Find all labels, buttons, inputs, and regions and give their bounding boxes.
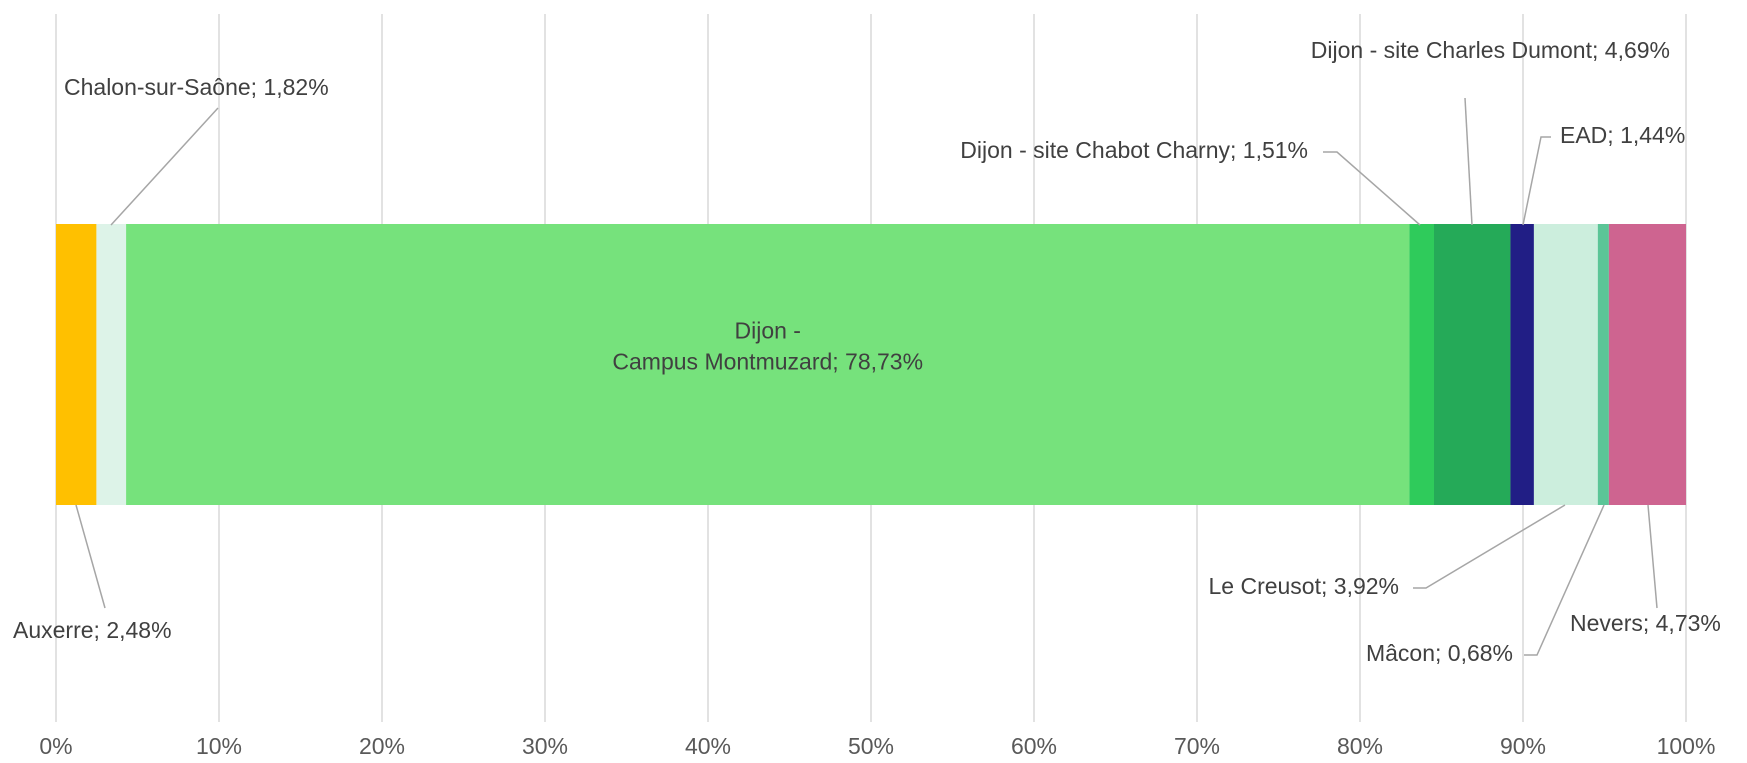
bar-segment <box>1597 224 1609 505</box>
x-tick-label: 40% <box>685 733 731 759</box>
leader-line <box>110 107 219 226</box>
data-label: Mâcon; 0,68% <box>1366 640 1513 666</box>
x-tick-label: 30% <box>522 733 568 759</box>
data-label: Le Creusot; 3,92% <box>1208 573 1399 599</box>
x-tick-label: 70% <box>1174 733 1220 759</box>
x-tick-label: 0% <box>39 733 72 759</box>
leader-line <box>75 504 106 609</box>
data-label: Auxerre; 2,48% <box>13 617 172 643</box>
bar-segment <box>1409 224 1435 505</box>
x-tick-label: 90% <box>1500 733 1546 759</box>
x-tick-label: 10% <box>196 733 242 759</box>
bar-segment <box>126 224 1410 505</box>
leader-line <box>1464 97 1473 226</box>
bar-segment <box>1510 224 1534 505</box>
data-label: Chalon-sur-Saône; 1,82% <box>64 74 329 100</box>
bar-segment <box>56 224 97 505</box>
x-tick-label: 60% <box>1011 733 1057 759</box>
x-tick-label: 50% <box>848 733 894 759</box>
data-label-line: Dijon - <box>735 318 801 344</box>
bar-segment <box>1434 224 1511 505</box>
bar-segment <box>1608 224 1686 505</box>
x-tick-label: 80% <box>1337 733 1383 759</box>
bar-segment <box>1533 224 1598 505</box>
leader-line <box>1522 136 1551 226</box>
data-label: Dijon - Campus Montmuzard; 78,73% <box>612 318 923 375</box>
data-label-line: Campus Montmuzard; 78,73% <box>612 349 923 375</box>
data-label: Dijon - site Chabot Charny; 1,51% <box>960 137 1308 163</box>
x-tick-label: 20% <box>359 733 405 759</box>
x-tick-label: 100% <box>1657 733 1716 759</box>
leader-line <box>1647 504 1658 609</box>
bar-segment <box>96 224 127 505</box>
leader-line <box>1323 151 1421 226</box>
leader-line <box>1413 504 1566 589</box>
data-label: Dijon - site Charles Dumont; 4,69% <box>1311 37 1670 63</box>
data-label: Nevers; 4,73% <box>1570 610 1721 636</box>
data-label: EAD; 1,44% <box>1560 122 1685 148</box>
leader-line <box>1524 504 1605 656</box>
